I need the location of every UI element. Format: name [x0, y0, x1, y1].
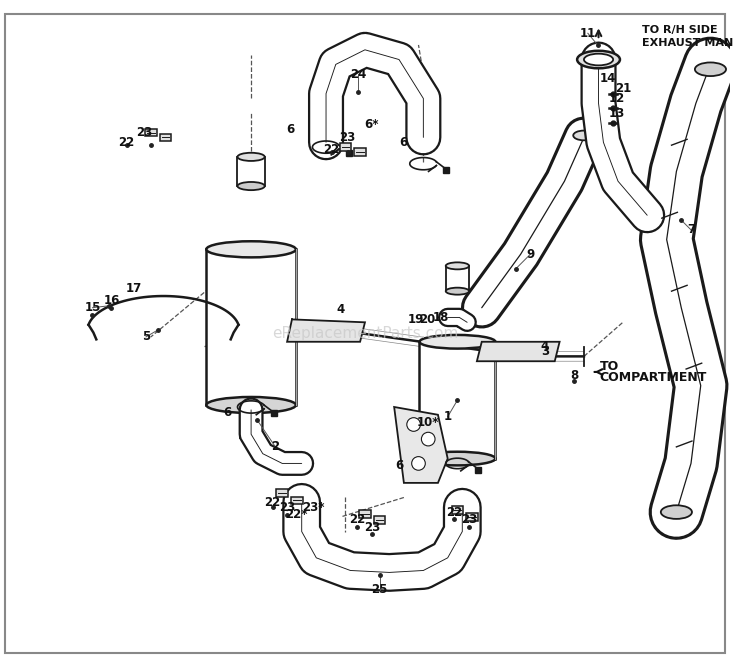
Ellipse shape	[573, 131, 595, 140]
Text: 22: 22	[322, 143, 339, 155]
Text: 23: 23	[461, 514, 477, 526]
Text: 21: 21	[615, 82, 631, 95]
Ellipse shape	[369, 560, 390, 567]
Bar	[374, 516, 386, 524]
Ellipse shape	[206, 241, 296, 257]
Ellipse shape	[206, 397, 296, 413]
Text: 20: 20	[419, 313, 435, 326]
Circle shape	[406, 418, 421, 432]
Text: 22: 22	[265, 496, 280, 509]
Polygon shape	[419, 342, 496, 458]
Ellipse shape	[419, 335, 496, 349]
Text: 23: 23	[136, 126, 152, 139]
Text: 6: 6	[399, 136, 407, 149]
Text: 6: 6	[224, 406, 232, 420]
Text: 2: 2	[272, 440, 280, 454]
Ellipse shape	[241, 418, 262, 424]
Text: 23*: 23*	[302, 501, 325, 514]
Ellipse shape	[238, 182, 265, 190]
Bar	[452, 506, 464, 514]
Polygon shape	[287, 319, 365, 342]
Text: 14: 14	[600, 73, 616, 85]
Ellipse shape	[584, 54, 614, 65]
Bar	[145, 129, 157, 137]
Ellipse shape	[661, 506, 692, 519]
Polygon shape	[238, 157, 265, 186]
Ellipse shape	[446, 287, 469, 295]
Ellipse shape	[578, 51, 620, 68]
Text: TO: TO	[599, 360, 619, 373]
Text: 19: 19	[407, 313, 424, 326]
Text: 13: 13	[609, 107, 625, 119]
Text: 6*: 6*	[364, 118, 379, 131]
Text: 4: 4	[337, 303, 345, 316]
Text: 4: 4	[541, 340, 549, 353]
Bar	[340, 143, 351, 151]
Text: 10*: 10*	[417, 416, 440, 429]
Text: 12: 12	[609, 92, 625, 105]
Polygon shape	[446, 266, 469, 291]
Text: 24: 24	[350, 67, 366, 81]
Text: 8: 8	[570, 370, 578, 382]
Text: 22: 22	[349, 514, 365, 526]
Ellipse shape	[369, 578, 390, 584]
Text: 25: 25	[371, 584, 388, 596]
Text: 22*: 22*	[286, 508, 308, 520]
Bar	[291, 496, 303, 504]
Ellipse shape	[695, 63, 726, 76]
Polygon shape	[241, 421, 262, 438]
Bar	[354, 148, 366, 156]
Text: 18: 18	[433, 311, 449, 324]
Ellipse shape	[419, 452, 496, 466]
Bar	[466, 513, 478, 521]
Text: 9: 9	[526, 247, 535, 261]
Text: 3: 3	[541, 345, 549, 358]
Text: 6: 6	[286, 123, 294, 136]
Polygon shape	[206, 249, 296, 405]
Text: 23: 23	[339, 131, 356, 144]
Text: 6: 6	[395, 459, 404, 472]
Text: 22: 22	[118, 136, 135, 149]
Polygon shape	[477, 342, 560, 362]
Text: 23: 23	[279, 501, 296, 514]
Bar	[359, 510, 370, 518]
Text: 16: 16	[104, 294, 120, 307]
Text: eReplacementParts.com: eReplacementParts.com	[272, 326, 458, 342]
Bar	[277, 489, 288, 496]
Ellipse shape	[241, 435, 262, 442]
Text: 5: 5	[142, 330, 150, 344]
Ellipse shape	[446, 262, 469, 269]
Text: EXHAUST MAN: EXHAUST MAN	[642, 38, 734, 48]
Polygon shape	[369, 564, 390, 581]
Text: 22: 22	[446, 506, 463, 518]
Circle shape	[412, 457, 425, 470]
Text: 7: 7	[687, 223, 695, 236]
Circle shape	[422, 432, 435, 446]
Bar	[160, 133, 171, 141]
Text: 1: 1	[443, 410, 452, 423]
Text: COMPARTMENT: COMPARTMENT	[599, 372, 707, 384]
Text: 17: 17	[126, 281, 142, 295]
Ellipse shape	[238, 153, 265, 161]
Text: 11: 11	[580, 27, 596, 40]
Text: 23: 23	[364, 521, 381, 534]
Text: TO R/H SIDE: TO R/H SIDE	[642, 25, 718, 35]
Polygon shape	[394, 407, 448, 483]
Text: 15: 15	[84, 301, 100, 314]
